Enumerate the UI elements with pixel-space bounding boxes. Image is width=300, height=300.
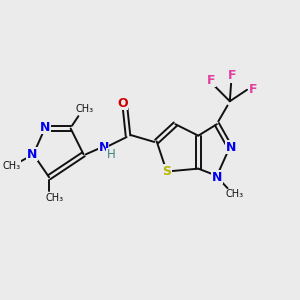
Text: N: N bbox=[98, 141, 109, 154]
Text: CH₃: CH₃ bbox=[2, 161, 20, 171]
Text: N: N bbox=[27, 148, 37, 161]
Text: O: O bbox=[117, 97, 128, 110]
Text: CH₃: CH₃ bbox=[226, 190, 244, 200]
Text: F: F bbox=[248, 83, 257, 96]
Text: N: N bbox=[40, 121, 50, 134]
Text: N: N bbox=[212, 171, 222, 184]
Text: S: S bbox=[162, 165, 171, 178]
Text: CH₃: CH₃ bbox=[76, 104, 94, 114]
Text: CH₃: CH₃ bbox=[46, 193, 64, 203]
Text: F: F bbox=[228, 70, 236, 83]
Text: F: F bbox=[207, 74, 215, 87]
Text: H: H bbox=[107, 148, 116, 161]
Text: N: N bbox=[226, 141, 236, 154]
